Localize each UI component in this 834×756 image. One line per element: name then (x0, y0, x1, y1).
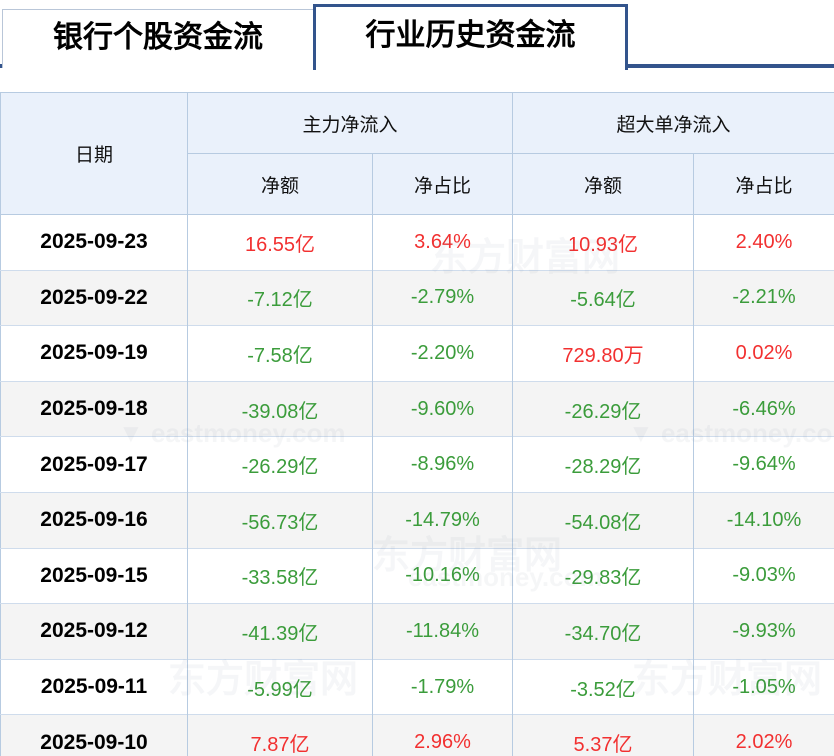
main-net-amount-cell: -26.29亿 (187, 436, 373, 493)
tab-stock-fund-flow-label: 银行个股资金流 (53, 20, 263, 55)
xl-net-amount-cell: -28.29亿 (512, 436, 694, 493)
main-net-ratio-cell: -1.79% (371, 658, 513, 715)
main-net-ratio-cell: -2.79% (371, 269, 513, 326)
main-net-amount-cell: 7.87亿 (187, 714, 373, 756)
xl-net-amount-cell: 729.80万 (512, 325, 694, 382)
date-cell: 2025-09-15 (0, 547, 188, 604)
tab-industry-history-fund-flow[interactable]: 行业历史资金流 (313, 4, 628, 70)
main-net-amount-cell: -39.08亿 (187, 380, 373, 437)
date-cell: 2025-09-16 (0, 491, 188, 549)
col-group-main-net-inflow: 主力净流入 (186, 92, 513, 154)
main-net-ratio-cell: 3.64% (371, 214, 513, 271)
table-row: 2025-09-23 16.55亿 3.64% 10.93亿 2.40% (1, 214, 834, 271)
table-row: 2025-09-15 -33.58亿 -10.16% -29.83亿 -9.03… (0, 547, 834, 604)
xl-net-amount-cell: -5.64亿 (512, 269, 694, 326)
xl-net-ratio-cell: -9.03% (693, 547, 834, 604)
main-net-ratio-cell: -8.96% (371, 436, 513, 493)
main-net-ratio-cell: -14.79% (371, 491, 513, 549)
date-cell: 2025-09-18 (0, 380, 188, 437)
xl-net-amount-cell: 10.93亿 (512, 214, 694, 271)
fund-flow-table: 日期 主力净流入 超大单净流入 净额 净占比 净额 净占比 2025-09-23… (0, 92, 834, 756)
main-net-amount-cell: 16.55亿 (187, 214, 373, 271)
xl-net-amount-cell: -34.70亿 (512, 603, 694, 660)
xl-net-ratio-cell: -9.93% (693, 603, 834, 660)
table-row: 2025-09-18 -39.08亿 -9.60% -26.29亿 -6.46% (0, 380, 834, 437)
date-cell: 2025-09-10 (0, 714, 188, 756)
table-row: 2025-09-17 -26.29亿 -8.96% -28.29亿 -9.64% (0, 436, 834, 493)
main-net-ratio-cell: -9.60% (371, 380, 513, 437)
main-net-amount-cell: -56.73亿 (187, 491, 373, 549)
table-row: 2025-09-12 -41.39亿 -11.84% -34.70亿 -9.93… (0, 603, 834, 660)
main-net-amount-cell: -41.39亿 (187, 603, 373, 660)
xl-net-ratio-cell: -6.46% (693, 380, 834, 437)
tab-stock-fund-flow[interactable]: 银行个股资金流 (2, 9, 313, 68)
xl-net-ratio-cell: -1.05% (693, 658, 834, 715)
date-cell: 2025-09-11 (0, 658, 188, 715)
main-net-amount-cell: -5.99亿 (187, 658, 373, 715)
xl-net-ratio-cell: -2.21% (693, 269, 834, 326)
table-row: 2025-09-16 -56.73亿 -14.79% -54.08亿 -14.1… (0, 491, 834, 549)
main-net-ratio-cell: -10.16% (371, 547, 513, 604)
main-net-amount-cell: -33.58亿 (187, 547, 373, 604)
xl-net-ratio-cell: -9.64% (693, 436, 834, 493)
table-row: 2025-09-11 -5.99亿 -1.79% -3.52亿 -1.05% (0, 658, 834, 715)
col-header-date: 日期 (0, 92, 188, 215)
table-row: 2025-09-19 -7.58亿 -2.20% 729.80万 0.02% (0, 325, 834, 382)
date-cell: 2025-09-12 (0, 603, 188, 660)
table-header: 日期 主力净流入 超大单净流入 净额 净占比 净额 净占比 (0, 92, 834, 215)
date-cell: 2025-09-17 (0, 436, 188, 493)
col-header-main-net-ratio: 净占比 (371, 153, 513, 215)
xl-net-amount-cell: -29.83亿 (512, 547, 694, 604)
main-net-ratio-cell: 2.96% (371, 714, 513, 756)
main-net-ratio-cell: -2.20% (371, 325, 513, 382)
xl-net-amount-cell: -26.29亿 (512, 380, 694, 437)
table-row: 2025-09-22 -7.12亿 -2.79% -5.64亿 -2.21% (0, 269, 834, 326)
table-row: 2025-09-10 7.87亿 2.96% 5.37亿 2.02% (0, 714, 834, 756)
xl-net-amount-cell: -3.52亿 (512, 658, 694, 715)
table-body: 2025-09-23 16.55亿 3.64% 10.93亿 2.40% 202… (0, 214, 834, 756)
tab-industry-history-fund-flow-label: 行业历史资金流 (365, 18, 576, 53)
xl-net-ratio-cell: 2.02% (693, 714, 834, 756)
xl-net-ratio-cell: 2.40% (693, 214, 834, 271)
col-header-main-net-amount: 净额 (187, 153, 373, 215)
main-net-ratio-cell: -11.84% (371, 603, 513, 660)
main-net-amount-cell: -7.58亿 (187, 325, 373, 382)
xl-net-amount-cell: 5.37亿 (512, 714, 694, 756)
date-cell: 2025-09-19 (0, 325, 188, 382)
tab-bar: 银行个股资金流 行业历史资金流 (0, 0, 834, 70)
xl-net-amount-cell: -54.08亿 (512, 491, 694, 549)
xl-net-ratio-cell: -14.10% (693, 491, 834, 549)
col-header-xl-net-ratio: 净占比 (693, 153, 834, 215)
date-cell: 2025-09-22 (0, 269, 188, 326)
col-header-xl-net-amount: 净额 (512, 153, 694, 215)
xl-net-ratio-cell: 0.02% (693, 325, 834, 382)
date-cell: 2025-09-23 (40, 230, 148, 254)
main-net-amount-cell: -7.12亿 (187, 269, 373, 326)
col-group-xl-order-net-inflow: 超大单净流入 (512, 92, 834, 154)
